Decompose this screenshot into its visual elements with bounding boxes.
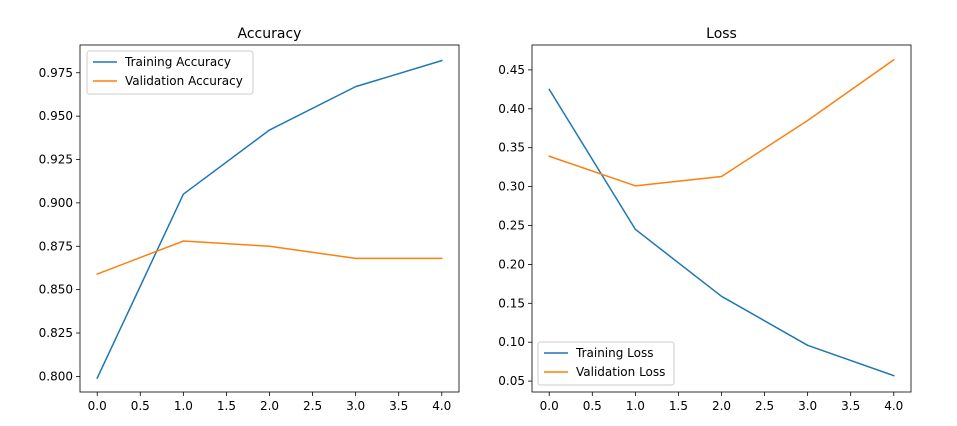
y-tick-label: 0.40 xyxy=(498,102,525,116)
y-tick-label: 0.15 xyxy=(498,296,525,310)
x-tick-label: 3.0 xyxy=(346,399,365,413)
plot-frame xyxy=(79,44,460,393)
y-tick-label: 0.800 xyxy=(39,369,73,383)
legend: Training Loss Validation Loss xyxy=(537,341,675,386)
x-tick-label: 1.5 xyxy=(217,399,236,413)
y-tick-label: 0.25 xyxy=(498,219,525,233)
y-tick-label: 0.20 xyxy=(498,257,525,271)
legend-label: Validation Loss xyxy=(576,365,665,379)
chart-loss: Loss 0.0 0.5 1.0 1.5 2.0 2.5 3.0 3.5 4.0 0.05 0.10 0… xyxy=(498,26,912,413)
x-tick-label: 4.0 xyxy=(884,399,903,413)
y-tick-label: 0.975 xyxy=(39,66,73,80)
legend: Training Accuracy Validation Accuracy xyxy=(86,50,254,95)
y-tick-label: 0.950 xyxy=(39,109,73,123)
legend-box xyxy=(537,341,675,386)
x-tick-label: 2.5 xyxy=(303,399,322,413)
x-tick-label: 1.0 xyxy=(174,399,193,413)
legend-box xyxy=(86,50,254,95)
chart-accuracy: Accuracy 0.0 0.5 1.0 1.5 2.0 2.5 3.0 3.5 4.0 0.800… xyxy=(39,26,460,413)
y-tick-label: 0.850 xyxy=(39,283,73,297)
legend-label: Validation Accuracy xyxy=(125,74,243,88)
series-line-validation-loss xyxy=(548,58,895,187)
x-tick-label: 0.5 xyxy=(131,399,150,413)
x-tick-label: 3.5 xyxy=(389,399,408,413)
series-line-training-loss xyxy=(548,88,895,377)
x-tick-label: 2.0 xyxy=(260,399,279,413)
x-tick-label: 0.0 xyxy=(540,399,559,413)
x-tick-label: 1.5 xyxy=(669,399,688,413)
y-tick-label: 0.875 xyxy=(39,239,73,253)
series-line-validation-accuracy xyxy=(96,240,443,275)
y-tick-label: 0.30 xyxy=(498,180,525,194)
y-tick-label: 0.900 xyxy=(39,196,73,210)
y-tick-label: 0.05 xyxy=(498,374,525,388)
y-tick-label: 0.35 xyxy=(498,141,525,155)
x-tick-label: 1.0 xyxy=(626,399,645,413)
legend-label: Training Loss xyxy=(575,346,653,360)
x-tick-label: 3.0 xyxy=(798,399,817,413)
chart-title: Loss xyxy=(706,26,737,42)
series-line-training-accuracy xyxy=(96,59,443,380)
x-tick-label: 2.0 xyxy=(712,399,731,413)
y-tick-label: 0.925 xyxy=(39,153,73,167)
y-tick-label: 0.10 xyxy=(498,335,525,349)
chart-title: Accuracy xyxy=(238,26,302,42)
y-tick-label: 0.825 xyxy=(39,326,73,340)
y-tick-label: 0.45 xyxy=(498,63,525,77)
plot-frame xyxy=(531,44,912,393)
x-tick-label: 4.0 xyxy=(432,399,451,413)
legend-label: Training Accuracy xyxy=(124,55,231,69)
x-tick-label: 0.0 xyxy=(88,399,107,413)
x-tick-label: 0.5 xyxy=(583,399,602,413)
x-tick-label: 3.5 xyxy=(841,399,860,413)
x-tick-label: 2.5 xyxy=(755,399,774,413)
